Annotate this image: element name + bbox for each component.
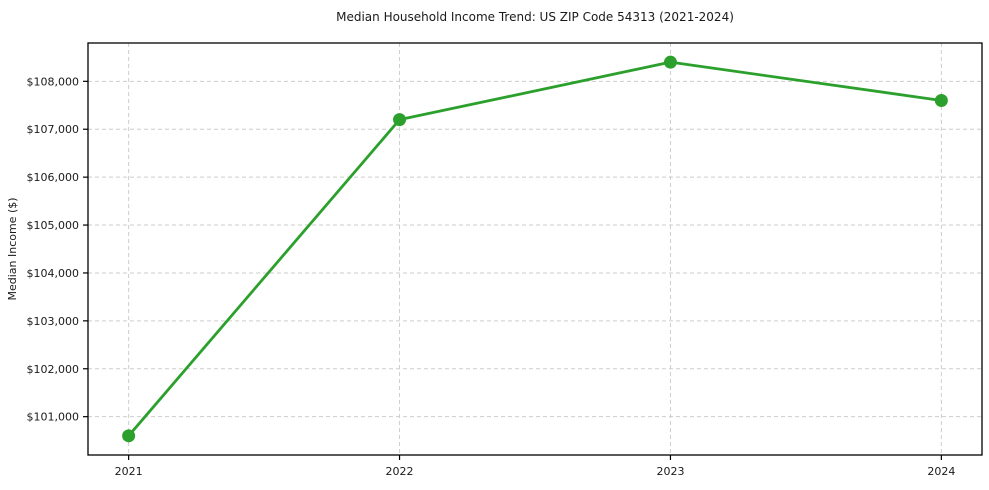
data-point: [934, 93, 948, 107]
trend-line: [127, 60, 943, 438]
y-tick-label: $103,000: [27, 315, 80, 328]
series-layer: [122, 55, 948, 443]
y-tick-label: $102,000: [27, 363, 80, 376]
y-axis-label: Median Income ($): [6, 197, 19, 300]
plot-border: [87, 42, 983, 456]
y-tick-label: $106,000: [27, 171, 80, 184]
x-tick-label: 2022: [386, 465, 414, 478]
x-tick-label: 2023: [656, 465, 684, 478]
x-tick-label: 2024: [927, 465, 955, 478]
y-tick-label: $105,000: [27, 219, 80, 232]
data-point: [393, 113, 407, 127]
tick-layer: [83, 80, 942, 460]
data-point: [122, 429, 136, 443]
chart-title: Median Household Income Trend: US ZIP Co…: [336, 10, 734, 24]
x-tick-label: 2021: [115, 465, 143, 478]
y-tick-label: $107,000: [27, 123, 80, 136]
grid-layer: [88, 43, 982, 455]
y-tick-label: $104,000: [27, 267, 80, 280]
data-point: [663, 55, 677, 69]
y-tick-label: $101,000: [27, 411, 80, 424]
tick-label-layer: $101,000 $102,000 $103,000 $104,000 $105,000…: [27, 75, 956, 478]
y-tick-label: $108,000: [27, 75, 80, 88]
